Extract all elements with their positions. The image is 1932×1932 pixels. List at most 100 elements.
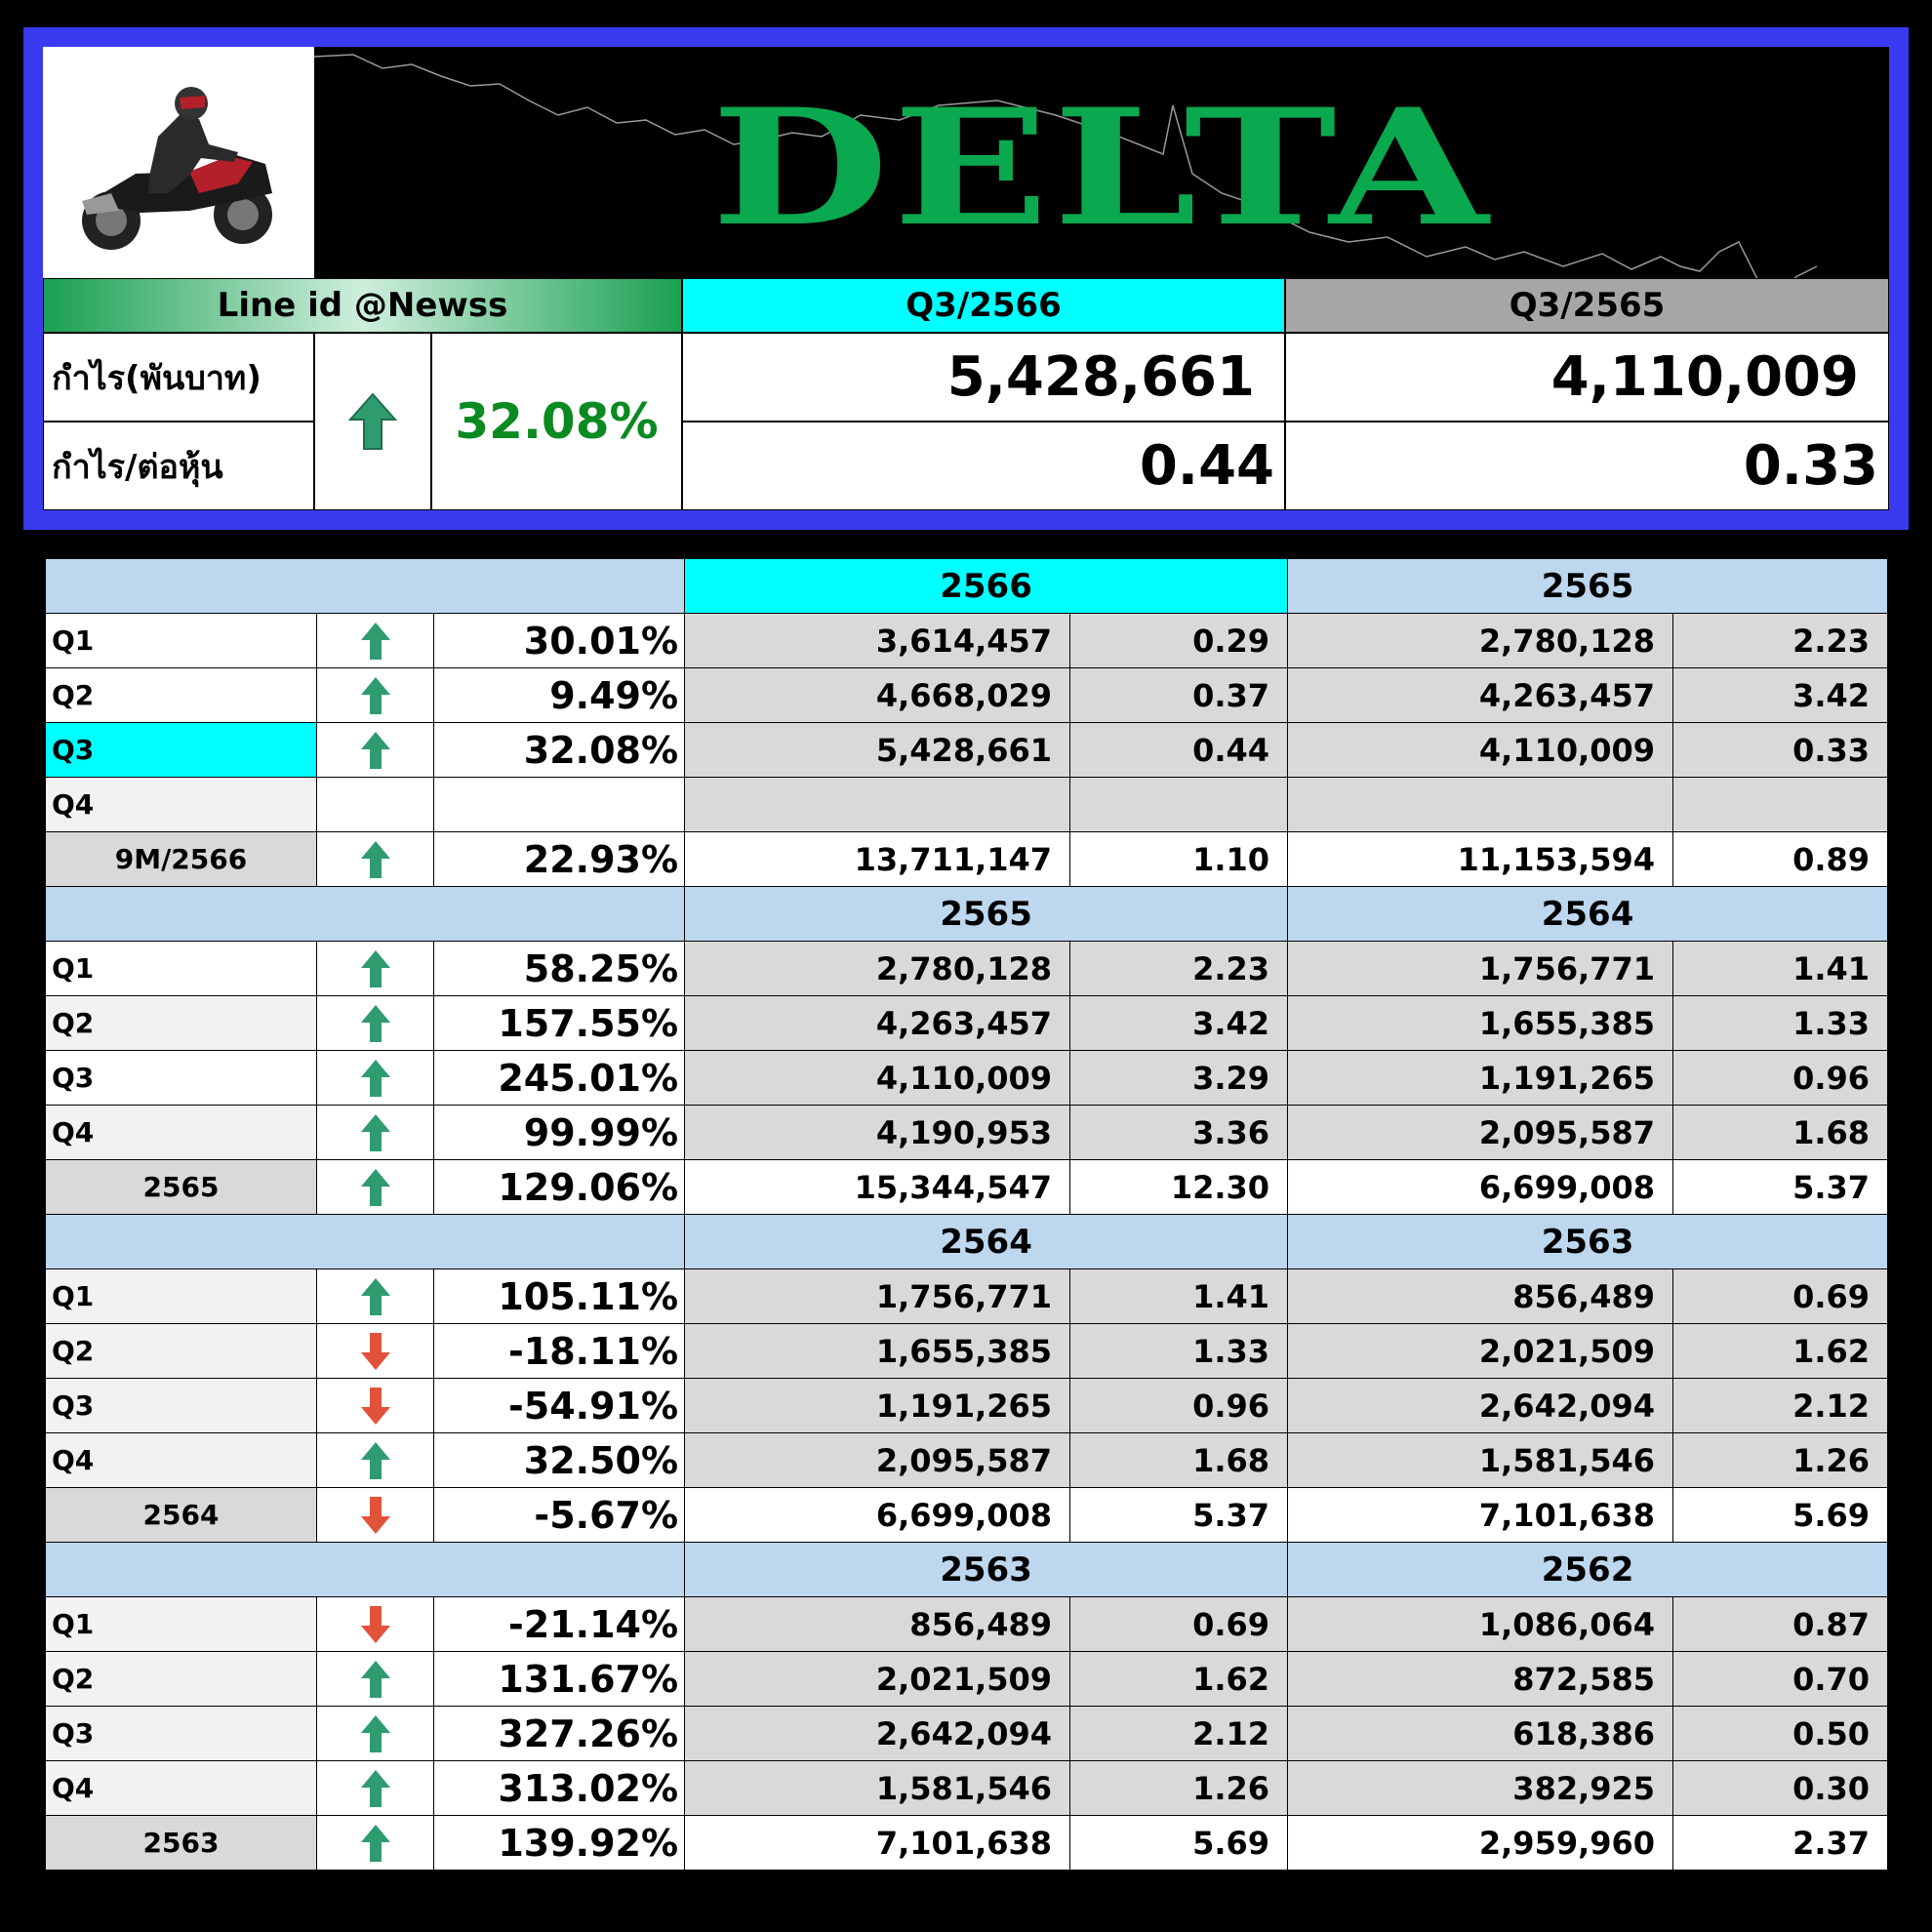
table-row: Q1 30.01% 3,614,457 0.29 2,780,128 2.23 [45,613,1889,668]
eps-a: 0.29 [1069,613,1289,668]
trend-cell [316,941,434,996]
row-label: Q4 [45,1760,317,1816]
change-percent: 105.11% [432,1268,686,1324]
change-percent: 32.08% [432,722,686,778]
profit-a: 3,614,457 [684,613,1071,668]
table-row: Q2 -18.11% 1,655,385 1.33 2,021,509 1.62 [45,1323,1889,1379]
eps-a: 1.26 [1069,1760,1289,1816]
trend-cell [316,1159,434,1215]
eps-a: 2.12 [1069,1706,1289,1761]
header-blank [44,558,686,614]
eps-a: 3.36 [1069,1105,1289,1160]
profit-b: 7,101,638 [1287,1487,1674,1543]
row-label: Q3 [45,1050,317,1106]
price-trend-line [314,54,1818,278]
up-arrow-icon [360,1113,390,1151]
eps-b: 5.69 [1672,1487,1889,1543]
eps-a: 0.44 [1069,722,1289,778]
eps-a: 1.41 [1069,1268,1289,1324]
profit-b: 2,780,128 [1287,613,1674,668]
year-header-row: 2566 2565 [44,558,1889,614]
total-row: 2563 139.92% 7,101,638 5.69 2,959,960 2.37 [45,1815,1889,1871]
profit-a: 2,095,587 [684,1432,1071,1488]
profit-a: 4,263,457 [684,995,1071,1051]
row-label: Q2 [45,995,317,1051]
table-row: Q3 245.01% 4,110,009 3.29 1,191,265 0.96 [45,1050,1889,1106]
trend-cell [316,1378,434,1433]
row-label: 2563 [45,1815,317,1871]
eps-b: 0.30 [1672,1760,1889,1816]
row-label: Q1 [45,1596,317,1652]
motorcycle-logo [43,47,314,278]
eps-b: 0.69 [1672,1268,1889,1324]
year-header-row: 2563 2562 [44,1542,1889,1597]
profit-a: 1,581,546 [684,1760,1071,1816]
table-row: Q1 58.25% 2,780,128 2.23 1,756,771 1.41 [45,941,1889,996]
down-arrow-icon [360,1332,390,1370]
eps-b: 5.37 [1672,1159,1889,1215]
profit-b: 2,642,094 [1287,1378,1674,1433]
profit-b: 1,756,771 [1287,941,1674,996]
profit-a [684,777,1071,832]
profit-b: 2,095,587 [1287,1105,1674,1160]
eps-b: 1.33 [1672,995,1889,1051]
table-row: Q4 99.99% 4,190,953 3.36 2,095,587 1.68 [45,1105,1889,1160]
change-percent: 327.26% [432,1706,686,1761]
eps-b: 1.26 [1672,1432,1889,1488]
profit-b: 1,581,546 [1287,1432,1674,1488]
profit-a: 856,489 [684,1596,1071,1652]
eps-a: 3.29 [1069,1050,1289,1106]
profit-b: 856,489 [1287,1268,1674,1324]
profit-a: 6,699,008 [684,1487,1071,1543]
row-label: Q2 [45,667,317,723]
change-percent: 22.93% [432,831,686,887]
title-banner: DELTA [314,47,1889,278]
eps-b: 0.96 [1672,1050,1889,1106]
row-label: Q4 [45,1432,317,1488]
change-percent: 131.67% [432,1651,686,1707]
profit-a: 4,190,953 [684,1105,1071,1160]
table-row: Q2 131.67% 2,021,509 1.62 872,585 0.70 [45,1651,1889,1707]
profit-a: 2,642,094 [684,1706,1071,1761]
year-b-header: 2564 [1287,886,1889,942]
year-b-header: 2563 [1287,1214,1889,1269]
profit-label: กำไร(พันบาท) [43,333,314,422]
row-label: Q1 [45,1268,317,1324]
trend-cell [316,1432,434,1488]
eps-a: 1.10 [1069,831,1289,887]
eps-a: 1.33 [1069,1323,1289,1379]
trend-cell [316,1815,434,1871]
year-a-header: 2566 [684,558,1289,614]
year-a-header: 2563 [684,1542,1289,1597]
profit-a: 5,428,661 [684,722,1071,778]
up-arrow-icon [360,1441,390,1479]
up-arrow-icon [360,840,390,878]
trend-arrow-cell [314,333,431,510]
eps-b: 1.62 [1672,1323,1889,1379]
row-label: Q4 [45,1105,317,1160]
change-percent: 99.99% [432,1105,686,1160]
motorcycle-rider-icon [82,87,272,250]
eps-b: 0.89 [1672,831,1889,887]
profit-a: 4,668,029 [684,667,1071,723]
change-percent: 245.01% [432,1050,686,1106]
up-arrow-icon [360,1168,390,1206]
change-percent: 58.25% [432,941,686,996]
profit-b: 1,655,385 [1287,995,1674,1051]
trend-cell [316,1323,434,1379]
row-label: Q3 [45,722,317,778]
trend-cell [316,831,434,887]
eps-label: กำไร/ต่อหุ้น [43,422,314,510]
eps-b: 3.42 [1672,667,1889,723]
change-percent: -21.14% [432,1596,686,1652]
eps-a: 5.69 [1069,1815,1289,1871]
trend-cell [316,1706,434,1761]
change-percent: 32.08% [431,333,682,510]
profit-a: 7,101,638 [684,1815,1071,1871]
profit-a: 1,191,265 [684,1378,1071,1433]
eps-current: 0.44 [682,422,1285,510]
trend-cell [316,777,434,832]
profit-a: 13,711,147 [684,831,1071,887]
up-arrow-icon [360,1714,390,1752]
row-label: Q3 [45,1378,317,1433]
